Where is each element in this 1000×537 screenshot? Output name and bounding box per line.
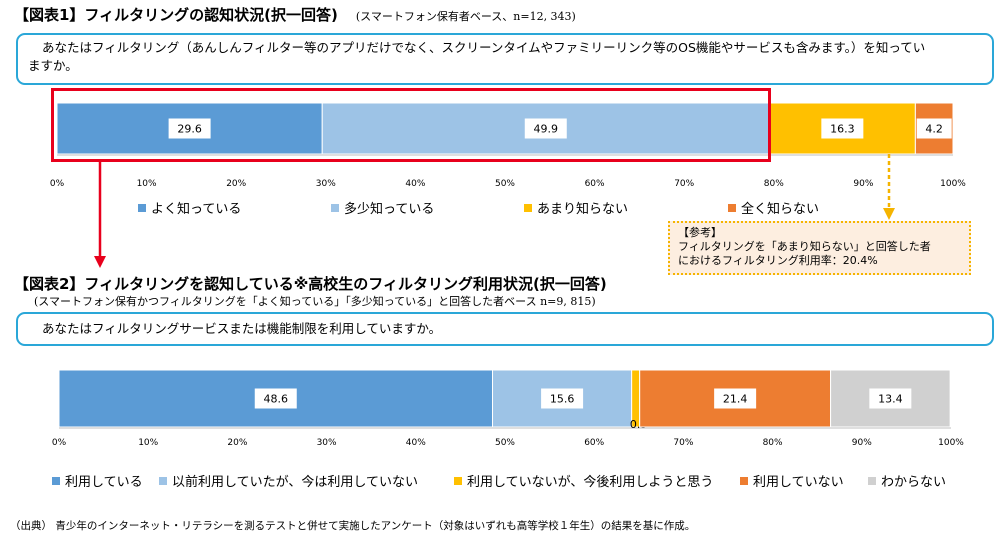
fig1-title-row: 【図表1】フィルタリングの認知状況(択一回答) (スマートフォン保有者ベース、n=…	[14, 4, 576, 25]
legend-item: 利用している	[52, 471, 143, 490]
data-label-bg	[254, 388, 297, 409]
fig2-question: あなたはフィルタリングサービスまたは機能制限を利用していますか。	[42, 321, 442, 336]
legend-label: わからない	[881, 475, 947, 490]
note-line2: におけるフィルタリング利用率：20.4%	[678, 254, 878, 267]
dotted-arrow-icon	[883, 154, 895, 220]
data-label: 15.6	[550, 393, 575, 406]
legend-swatch	[868, 476, 876, 485]
legend-item: 利用していない	[740, 471, 844, 490]
legend-label: 利用している	[65, 475, 143, 490]
x-tick-label: 100%	[940, 179, 966, 189]
legend-item: 以前利用していたが、今は利用していない	[159, 471, 418, 490]
data-label: 4.2	[925, 123, 943, 136]
fig1-chart: 0% 10% 20% 30% 40% 50% 60% 70% 80% 90% 100% 29.6 49.…	[50, 102, 966, 189]
data-label-bg	[524, 118, 567, 139]
legend-swatch	[728, 203, 736, 212]
data-label: 21.4	[723, 393, 748, 406]
red-arrow-icon	[94, 162, 106, 268]
legend-swatch	[524, 203, 532, 212]
data-label: 48.6	[264, 393, 289, 406]
x-tick-label: 60%	[585, 179, 605, 189]
data-label: 13.4	[878, 393, 903, 406]
fig1-question-line2: ますか。	[28, 58, 78, 73]
x-tick-label: 40%	[406, 438, 426, 448]
fig1-sample: (スマートフォン保有者ベース、n=12, 343)	[355, 10, 576, 23]
x-tick-label: 0%	[50, 179, 65, 189]
legend-label: 利用していない	[753, 475, 844, 490]
legend-label: 多少知っている	[344, 202, 435, 217]
highlight-box	[51, 88, 771, 162]
legend-label: 全く知らない	[741, 202, 820, 217]
x-tick-label: 0%	[52, 438, 67, 448]
legend-swatch	[454, 476, 462, 485]
legend-item: わからない	[868, 471, 946, 490]
fig1-legend: よく知っている 多少知っている あまり知らない 全く知らない	[0, 198, 1000, 218]
data-label-bg	[869, 388, 912, 409]
data-label-bg	[541, 388, 584, 409]
data-label-bg	[916, 118, 952, 139]
data-label-bg	[168, 118, 211, 139]
x-tick-label: 30%	[316, 179, 336, 189]
x-tick-label: 70%	[673, 438, 693, 448]
x-tick-label: 90%	[853, 179, 873, 189]
x-tick-label: 10%	[138, 438, 158, 448]
data-label-bg	[714, 388, 757, 409]
x-tick-label: 40%	[405, 179, 425, 189]
x-tick-label: 30%	[317, 438, 337, 448]
fig2-title: 【図表2】フィルタリングを認知している※高校生のフィルタリング利用状況(択一回答…	[14, 275, 607, 293]
legend-label: あまり知らない	[537, 202, 629, 217]
legend-swatch	[331, 203, 339, 212]
legend-label: 以前利用していたが、今は利用していない	[172, 475, 418, 490]
x-tick-label: 70%	[674, 179, 694, 189]
data-label: 16.3	[830, 123, 855, 136]
legend-item: 多少知っている	[331, 198, 434, 217]
legend-swatch	[52, 476, 60, 485]
fig1-question-box: あなたはフィルタリング（あんしんフィルター等のアプリだけでなく、スクリーンタイム…	[16, 33, 994, 85]
fig2-question-box: あなたはフィルタリングサービスまたは機能制限を利用していますか。	[16, 312, 994, 346]
legend-label: よく知っている	[151, 202, 242, 217]
x-tick-label: 20%	[226, 179, 246, 189]
legend-item: 利用していないが、今後利用しようと思う	[454, 471, 713, 490]
x-tick-label: 10%	[137, 179, 157, 189]
legend-swatch	[740, 476, 748, 485]
data-label-bg	[821, 118, 864, 139]
x-tick-label: 90%	[852, 438, 872, 448]
x-tick-label: 50%	[495, 438, 515, 448]
source-note: （出典） 青少年のインターネット・リテラシーを測るテストと併せて実施したアンケー…	[10, 520, 696, 532]
legend-item: よく知っている	[138, 198, 241, 217]
fig2-sample: (スマートフォン保有かつフィルタリングを「よく知っている」「多少知っている」と回…	[34, 295, 596, 308]
reference-note: 【参考】 フィルタリングを「あまり知らない」と回答した者 におけるフィルタリング…	[668, 221, 971, 275]
fig1-question-line1: あなたはフィルタリング（あんしんフィルター等のアプリだけでなく、スクリーンタイム…	[42, 40, 926, 55]
x-tick-label: 50%	[495, 179, 515, 189]
note-heading: 【参考】	[678, 226, 722, 239]
legend-swatch	[138, 203, 146, 212]
fig2-chart: 0% 10% 20% 30% 40% 50% 60% 70% 80% 90% 100% 48.6 15.…	[52, 369, 964, 448]
x-tick-label: 80%	[763, 438, 783, 448]
x-tick-label: 100%	[938, 438, 964, 448]
fig1-title: 【図表1】フィルタリングの認知状況(択一回答)	[14, 6, 338, 24]
legend-item: あまり知らない	[524, 198, 628, 217]
fig2-legend: 利用している 以前利用していたが、今は利用していない 利用していないが、今後利用しよ…	[0, 471, 1000, 491]
x-tick-label: 60%	[584, 438, 604, 448]
x-tick-label: 20%	[227, 438, 247, 448]
legend-item: 全く知らない	[728, 198, 819, 217]
data-label: 29.6	[177, 123, 202, 136]
data-label: 49.9	[534, 123, 559, 136]
note-line1: フィルタリングを「あまり知らない」と回答した者	[678, 240, 931, 253]
legend-label: 利用していないが、今後利用しようと思う	[467, 475, 714, 490]
x-tick-label: 80%	[764, 179, 784, 189]
legend-swatch	[159, 476, 167, 485]
